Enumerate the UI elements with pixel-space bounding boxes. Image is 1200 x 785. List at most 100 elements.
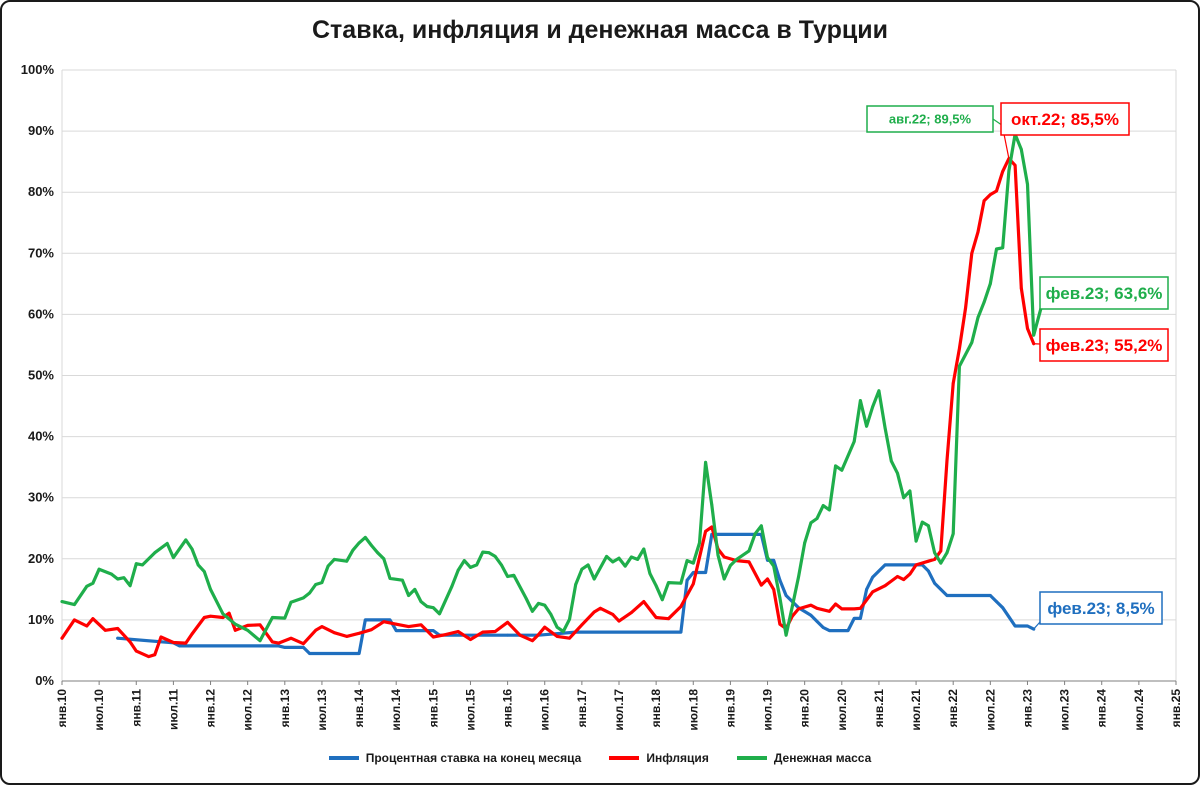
data-point (184, 641, 188, 645)
x-tick-label: янв.19 (723, 689, 737, 728)
data-point (623, 564, 627, 568)
data-point (506, 620, 509, 624)
data-point (691, 582, 695, 586)
data-point (908, 489, 912, 493)
data-point (91, 581, 95, 585)
data-point (60, 600, 64, 603)
data-point (549, 613, 553, 616)
x-tick-label: июл.23 (1058, 689, 1072, 731)
data-point (592, 610, 596, 614)
data-point (1026, 624, 1029, 628)
data-point (1013, 163, 1017, 167)
data-point (840, 607, 844, 611)
data-point (617, 619, 621, 623)
data-point (896, 471, 899, 475)
data-point (704, 571, 708, 574)
data-point (927, 569, 930, 573)
data-point (363, 536, 367, 539)
data-point (803, 541, 807, 545)
data-point (85, 584, 89, 588)
legend: Процентная ставка на конец месяца Инфляци… (0, 751, 1200, 765)
data-point (122, 576, 126, 580)
x-tick-label: июл.12 (241, 689, 255, 731)
data-point (388, 576, 392, 580)
data-point (332, 558, 336, 561)
data-point (1026, 327, 1029, 330)
x-tick-label: июл.16 (538, 689, 552, 731)
data-point (431, 629, 435, 632)
data-point (110, 572, 113, 576)
data-point (1007, 169, 1011, 173)
data-point (778, 596, 782, 600)
data-point (599, 606, 602, 610)
data-point (933, 551, 937, 555)
data-point (320, 581, 324, 585)
data-point (611, 613, 615, 616)
data-point (834, 464, 838, 468)
data-point (722, 577, 726, 581)
data-point (704, 529, 708, 533)
data-point (759, 583, 763, 587)
data-point (735, 558, 738, 561)
data-point (277, 644, 281, 648)
legend-swatch (609, 756, 640, 760)
data-point (382, 557, 386, 561)
data-point (1001, 606, 1005, 610)
data-point (376, 551, 380, 555)
data-point (209, 614, 212, 618)
data-point (221, 612, 225, 616)
data-point (116, 577, 120, 581)
data-point (555, 634, 559, 638)
data-point (964, 306, 967, 310)
data-point (277, 641, 281, 645)
data-point (246, 623, 250, 627)
x-tick-label: июл.13 (315, 689, 329, 731)
data-point (629, 611, 633, 614)
data-point (1013, 624, 1017, 628)
data-point (846, 629, 850, 632)
data-point (685, 559, 689, 563)
data-point (698, 541, 701, 545)
data-point (1032, 333, 1036, 337)
data-point (351, 548, 355, 552)
data-point (1001, 246, 1005, 250)
data-point (475, 563, 479, 567)
data-point (357, 631, 361, 635)
data-point (951, 382, 955, 385)
y-tick-label: 70% (28, 245, 54, 260)
y-tick-label: 30% (28, 490, 54, 505)
data-point (778, 622, 782, 626)
data-point (828, 609, 831, 613)
data-point (970, 341, 974, 344)
x-tick-label: янв.17 (575, 689, 589, 728)
data-point (815, 620, 819, 623)
data-point (654, 616, 658, 619)
data-point (134, 649, 138, 653)
data-point (493, 630, 497, 633)
data-point (840, 468, 844, 472)
data-point (988, 282, 992, 286)
data-point (382, 620, 386, 624)
data-point (939, 587, 943, 591)
data-point (469, 565, 472, 569)
data-point (444, 633, 448, 636)
data-point (747, 549, 751, 553)
data-point (481, 550, 485, 554)
x-tick-label: янв.18 (649, 689, 663, 728)
data-point (530, 639, 534, 643)
y-axis: 0% 10% 20% 30% 40% 50% 60% 70% 80% 90% 100% (21, 62, 55, 688)
legend-item: Денежная масса (736, 751, 871, 765)
data-point (363, 618, 367, 622)
data-point (159, 635, 163, 639)
data-point (1019, 148, 1023, 151)
data-point (500, 563, 503, 567)
data-point (178, 644, 181, 648)
data-point (982, 300, 986, 304)
data-point (753, 532, 757, 536)
data-point (995, 189, 998, 193)
data-point (172, 641, 175, 644)
y-tick-label: 90% (28, 123, 54, 138)
data-point (772, 564, 776, 568)
data-point (85, 624, 89, 628)
data-point (345, 634, 349, 638)
